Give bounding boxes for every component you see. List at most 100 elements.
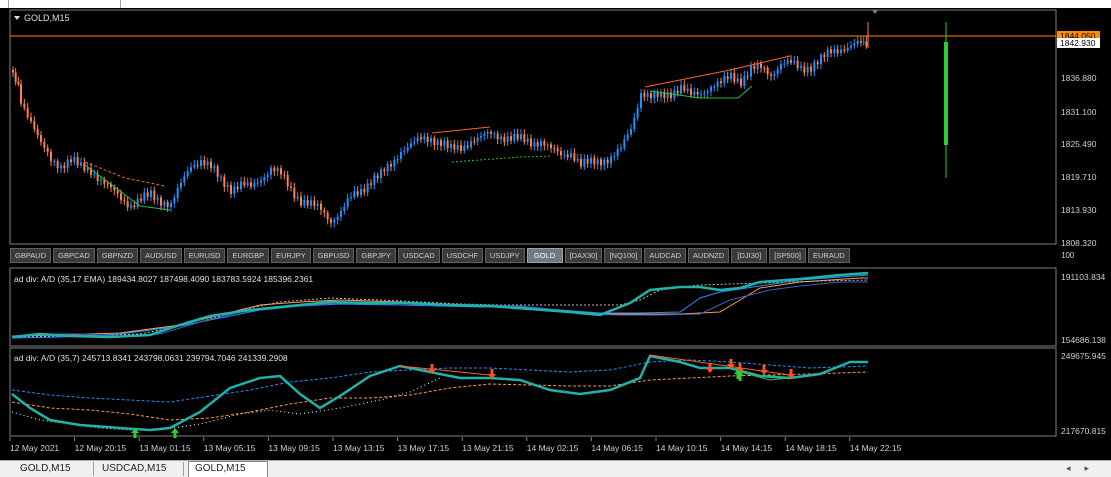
time-axis-label: 12 May 20:15 — [75, 443, 127, 453]
candle-body — [413, 141, 416, 144]
candle-body — [780, 64, 782, 70]
candle-body — [633, 117, 636, 130]
symbol-button-dji30[interactable]: [DJI30] — [731, 248, 768, 263]
chart-canvas[interactable]: GOLD,M15 1844.050 1842.930 1836.880 1831… — [0, 0, 1111, 460]
candle-body — [560, 151, 562, 156]
candle-body — [310, 200, 312, 206]
candle-body — [756, 63, 759, 70]
candle-body — [586, 158, 589, 164]
candle-body — [240, 181, 242, 190]
candle-body — [826, 49, 829, 58]
indicator1-label: ad div: A/D (35,17 EMA) 189434.8027 1874… — [14, 274, 313, 284]
symbol-button-eurusd[interactable]: EURUSD — [183, 248, 226, 263]
candle-body — [553, 147, 556, 149]
symbol-button-gbpaud[interactable]: GBPAUD — [10, 248, 52, 263]
candle-body — [106, 183, 109, 185]
tab-gold-m15-1[interactable]: GOLD,M15 — [14, 462, 94, 476]
symbol-button-gold[interactable]: GOLD — [526, 248, 563, 263]
candle-body — [653, 91, 656, 99]
candle-body — [450, 144, 452, 148]
symbol-button-gbpjpy[interactable]: GBPJPY — [356, 248, 396, 263]
candle-body — [696, 91, 699, 95]
candle-body — [583, 158, 586, 167]
candle-body — [865, 41, 868, 47]
candle-body — [853, 43, 856, 46]
tab-scroll-arrows[interactable]: ◂▸ — [1065, 463, 1103, 473]
candle-body — [680, 85, 682, 94]
symbol-button-gbpnzd[interactable]: GBPNZD — [96, 248, 139, 263]
candle-body — [770, 74, 772, 76]
symbol-button-eurgbp[interactable]: EURGBP — [227, 248, 270, 263]
symbol-button-gbpusd[interactable]: GBPUSD — [312, 248, 355, 263]
chart-menu-triangle-icon[interactable] — [14, 16, 20, 20]
candle-body — [643, 93, 646, 97]
candle-body — [233, 186, 236, 194]
symbol-button-audcad[interactable]: AUDCAD — [644, 248, 687, 263]
candle-body — [486, 131, 489, 135]
sell-arrow-icon — [428, 364, 436, 374]
time-axis-label: 12 May 2021 — [10, 443, 59, 453]
candle-body — [540, 141, 542, 147]
candle-body — [460, 145, 462, 152]
chart-area[interactable] — [0, 8, 1111, 460]
candle-body — [710, 86, 712, 92]
candle-body — [40, 135, 42, 142]
candle-body — [373, 175, 376, 185]
symbol-button-dax30[interactable]: [DAX30] — [564, 248, 603, 263]
candle-body — [443, 140, 446, 146]
candle-body — [306, 200, 309, 206]
candle-body — [763, 67, 766, 69]
symbol-button-eurjpy[interactable]: EURJPY — [271, 248, 311, 263]
tab-usdcad-m15[interactable]: USDCAD,M15 — [96, 462, 184, 476]
symbol-button-usdcad[interactable]: USDCAD — [397, 248, 440, 263]
candle-body — [693, 91, 696, 95]
candle-body — [63, 165, 66, 169]
candle-body — [346, 198, 349, 207]
candle-body — [140, 198, 142, 201]
candle-body — [606, 159, 609, 164]
candle-body — [156, 197, 159, 200]
candle-body — [333, 220, 336, 223]
candle-body — [613, 156, 616, 158]
time-axis-label: 13 May 13:15 — [333, 443, 385, 453]
candle-body — [403, 150, 406, 153]
candle-body — [850, 45, 852, 48]
candle-body — [616, 148, 619, 157]
candle-body — [423, 136, 426, 140]
symbol-button-euraud[interactable]: EURAUD — [807, 248, 850, 263]
candle-body — [17, 81, 20, 85]
future-bar-body — [944, 42, 948, 145]
tab-gold-m15-active[interactable]: GOLD,M15 — [188, 461, 268, 477]
time-axis-label: 13 May 05:15 — [204, 443, 256, 453]
ask-price-label: 1844.050 — [1060, 31, 1096, 41]
symbol-button-audusd[interactable]: AUDUSD — [140, 248, 182, 263]
candle-body — [133, 205, 136, 208]
symbol-button-gbpcad[interactable]: GBPCAD — [53, 248, 95, 263]
candle-body — [363, 188, 366, 193]
candle-body — [823, 54, 826, 58]
candle-body — [706, 91, 709, 93]
candle-body — [150, 190, 152, 197]
candle-body — [683, 85, 686, 91]
time-axis-label: 14 May 18:15 — [785, 443, 837, 453]
symbol-button-audnzd[interactable]: AUDNZD — [688, 248, 730, 263]
indicator1-pane-border — [9, 267, 1057, 347]
candle-body — [320, 203, 322, 211]
candle-body — [490, 131, 492, 134]
candle-body — [330, 219, 332, 223]
candle-body — [610, 156, 612, 164]
symbol-button-sp500[interactable]: [SP500] — [769, 248, 806, 263]
candle-body — [740, 78, 742, 86]
candle-body — [836, 49, 839, 54]
candle-body — [503, 136, 506, 142]
candle-body — [420, 137, 422, 140]
candle-body — [600, 159, 602, 166]
candle-body — [286, 174, 289, 187]
symbol-button-usdjpy[interactable]: USDJPY — [484, 248, 525, 263]
candle-body — [543, 141, 546, 146]
shift-marker-icon[interactable] — [872, 10, 878, 14]
symbol-button-nq100[interactable]: [NQ100] — [604, 248, 643, 263]
bid-price-tag — [1057, 38, 1100, 48]
candle-body — [506, 136, 509, 142]
symbol-button-usdchf[interactable]: USDCHF — [441, 248, 483, 263]
